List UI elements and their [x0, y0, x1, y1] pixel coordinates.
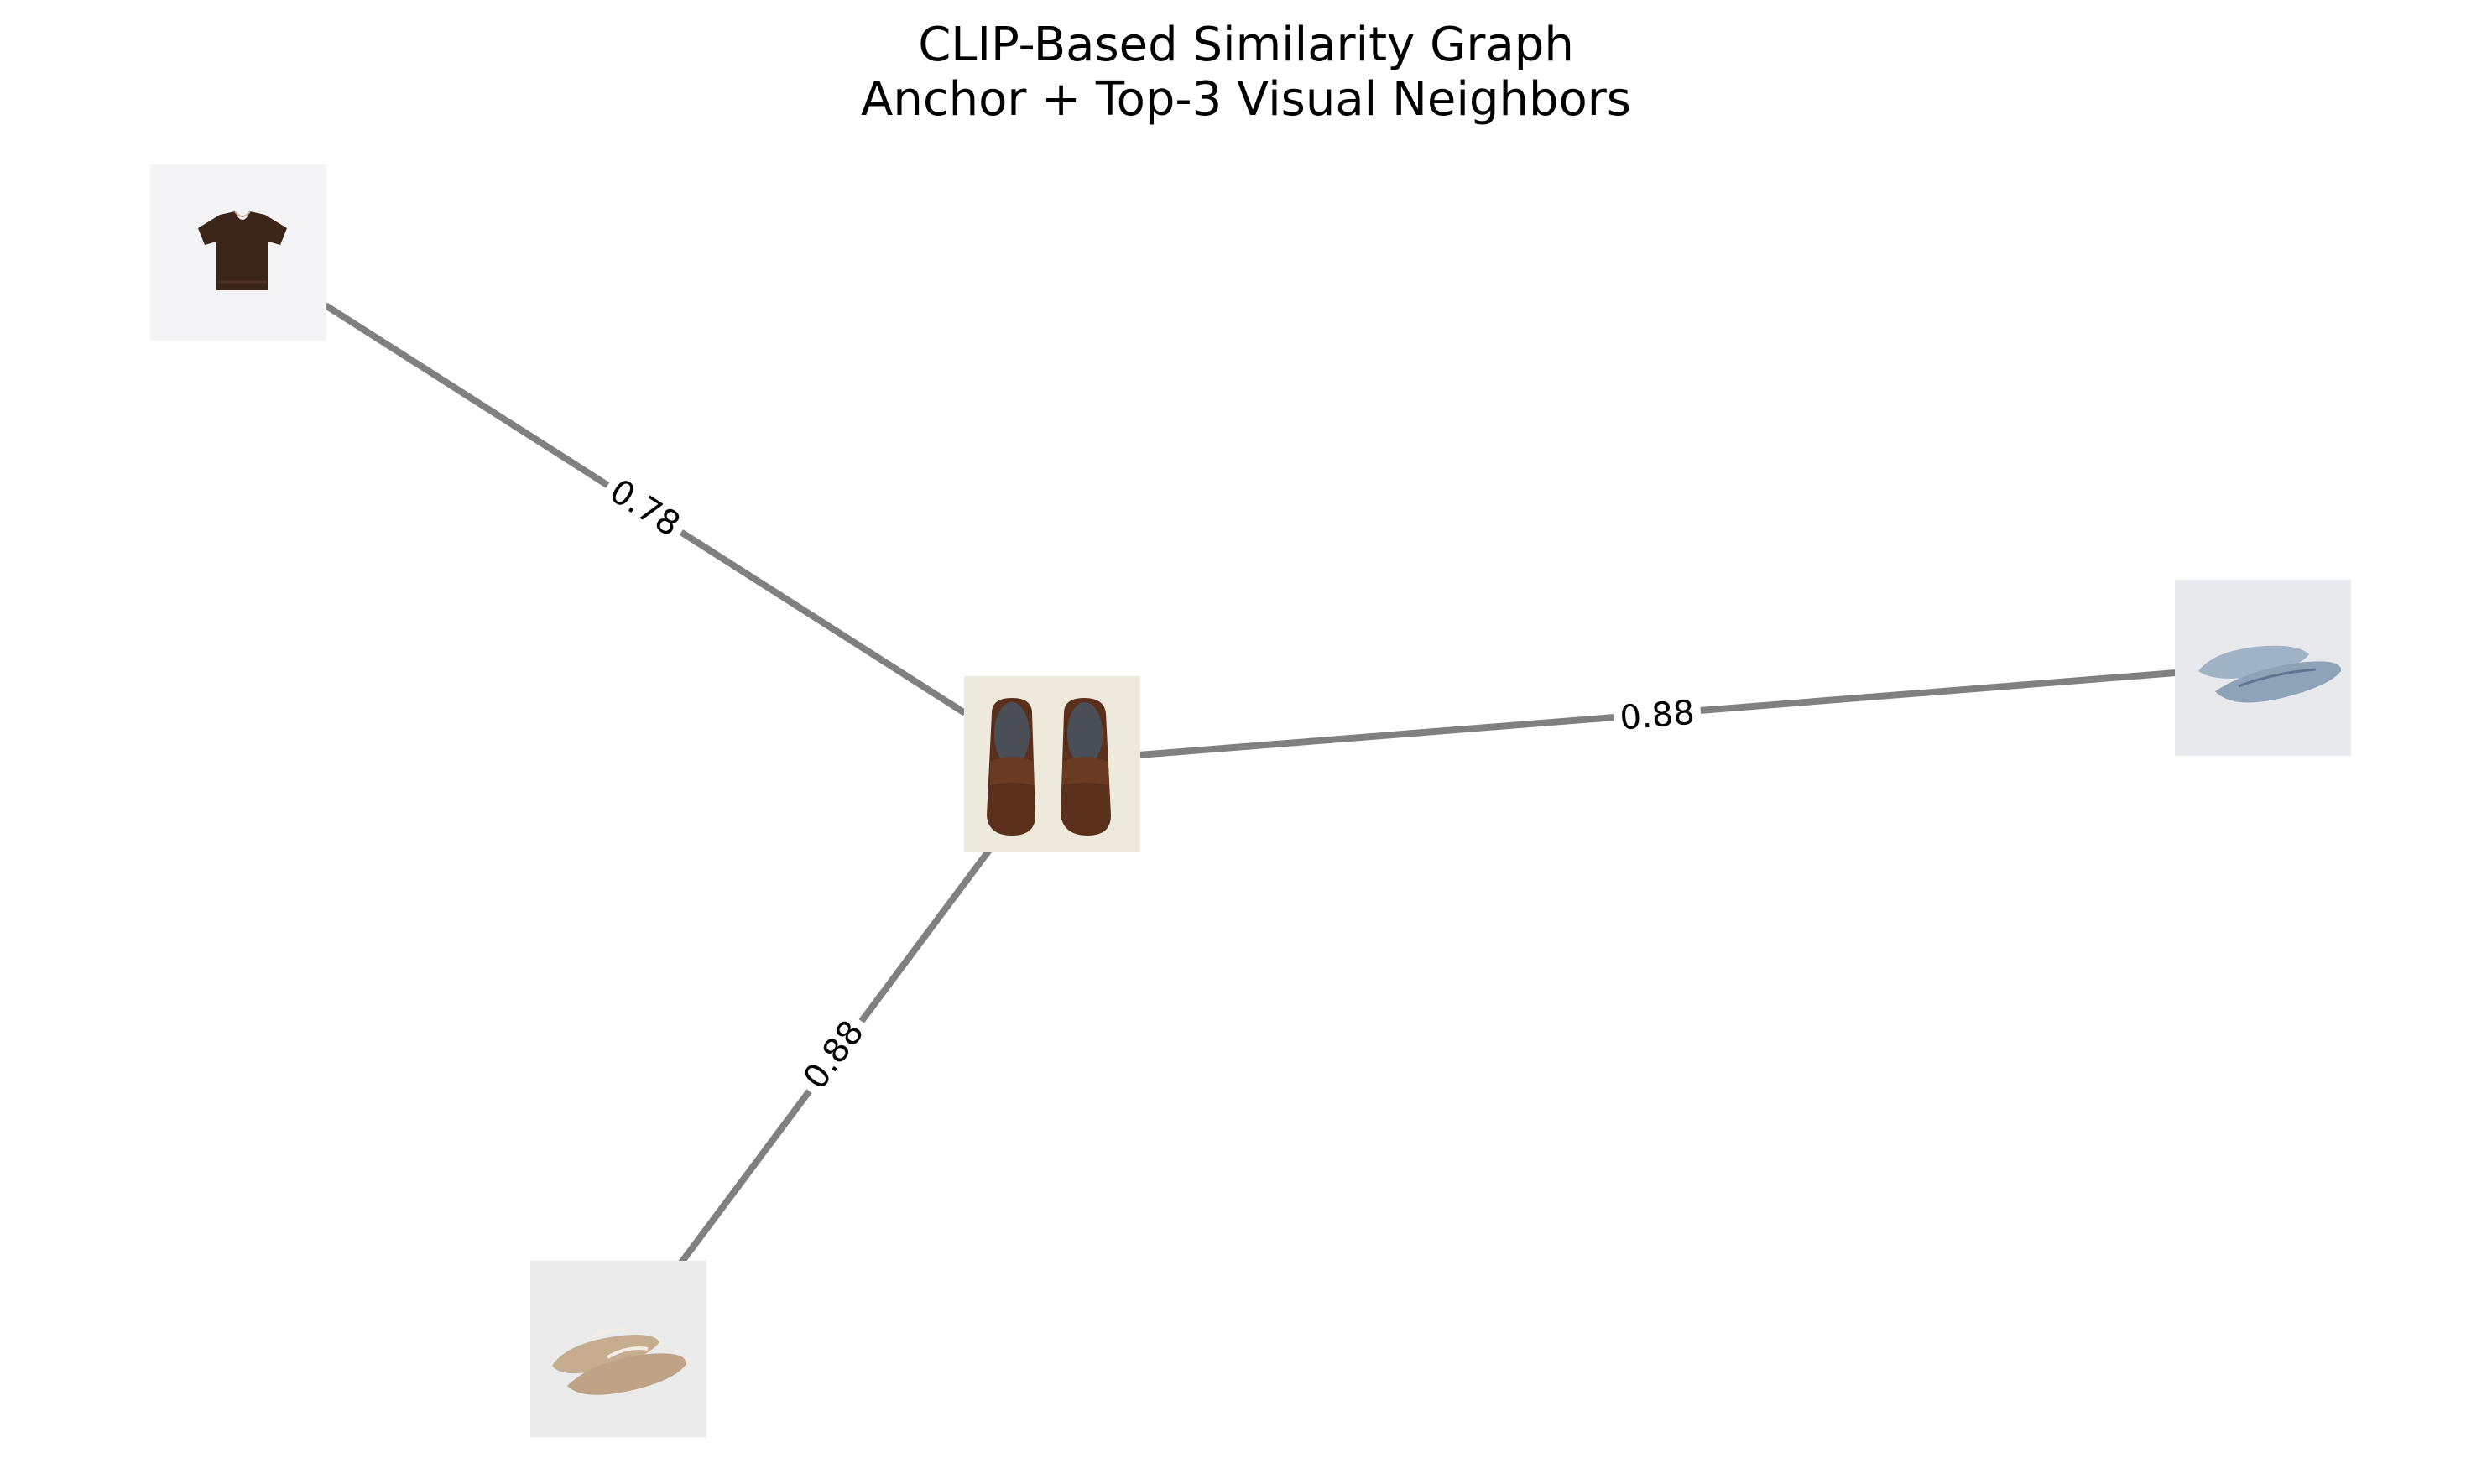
edge-label-3-background [788, 1005, 878, 1104]
node-anchor-loafers [964, 676, 1140, 852]
mesh-flats-icon [2198, 645, 2342, 703]
node-mary-jane-flats [530, 1261, 706, 1437]
node-tshirt [150, 164, 326, 341]
mary-jane-flats-icon [552, 1328, 686, 1395]
graph-title-line-2: Anchor + Top-3 Visual Neighbors [861, 72, 1631, 127]
edge-label-1: 0.78 [596, 464, 695, 551]
loafers-icon [987, 698, 1111, 836]
edge-label-2: 0.88 [1611, 688, 1703, 742]
graph-title-line-1: CLIP-Based Similarity Graph [918, 18, 1574, 72]
edge-label-1-background [596, 464, 695, 551]
edge-label-2-text: 0.88 [1619, 694, 1696, 738]
tshirt-icon [198, 211, 287, 290]
edges-group [323, 302, 2177, 1265]
edge-label-2-background [1611, 688, 1703, 742]
node-mesh-flats [2175, 580, 2351, 756]
